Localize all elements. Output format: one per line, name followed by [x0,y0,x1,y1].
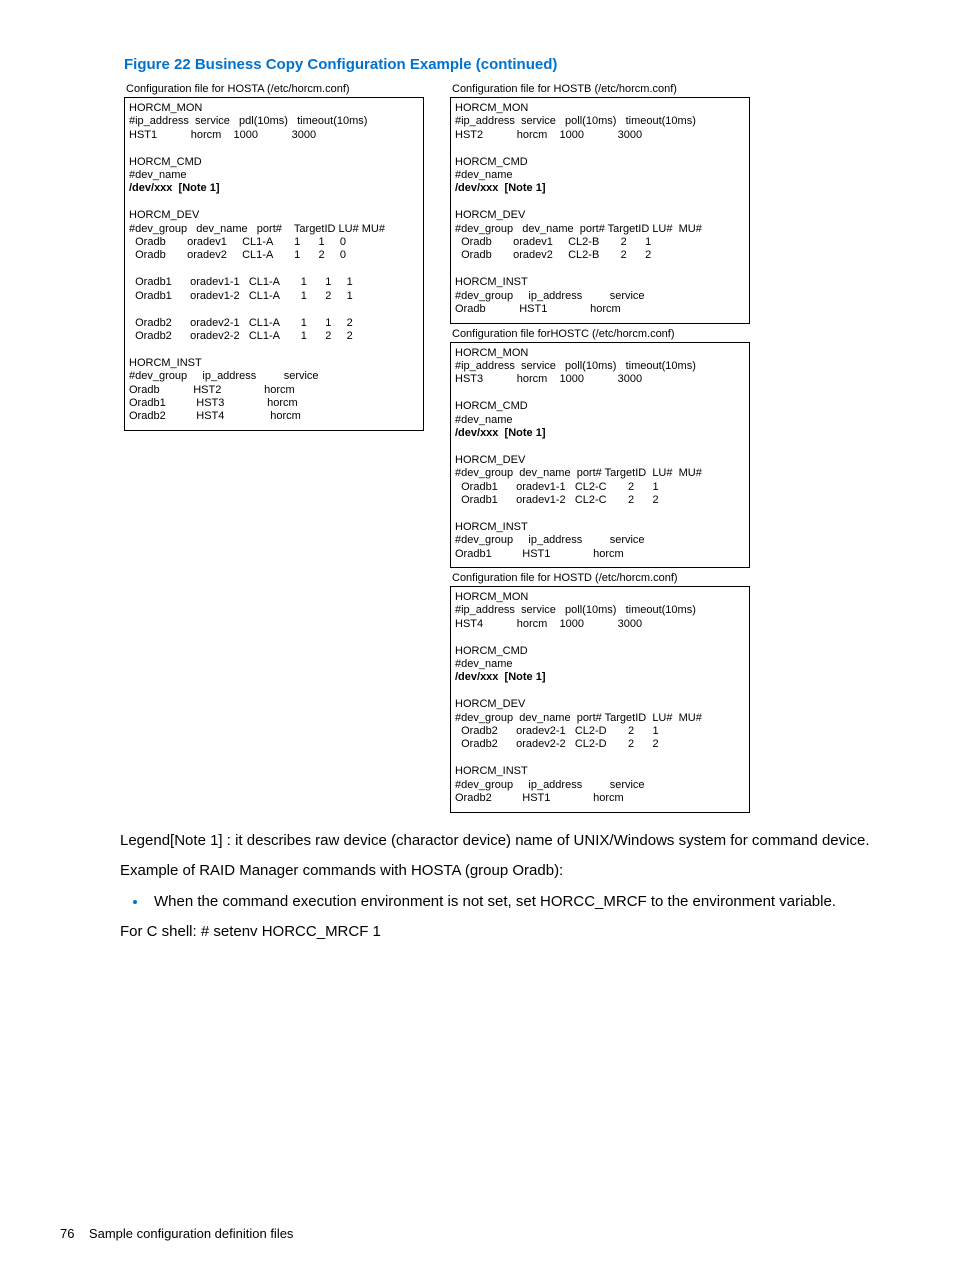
hostb-label: Configuration file for HOSTB (/etc/horcm… [452,83,750,95]
hostd-config-box: HORCM_MON #ip_address service poll(10ms)… [450,586,750,813]
bullet-list: When the command execution environment i… [120,891,894,912]
right-column: Configuration file for HOSTB (/etc/horcm… [450,83,750,813]
body-text: Legend[Note 1] : it describes raw device… [100,831,894,943]
cshell-line: For C shell: # setenv HORCC_MRCF 1 [120,922,894,942]
hosta-column: Configuration file for HOSTA (/etc/horcm… [124,83,424,431]
config-diagram: Configuration file for HOSTA (/etc/horcm… [124,83,894,813]
hostb-block: Configuration file for HOSTB (/etc/horcm… [450,83,750,324]
hostc-block: Configuration file forHOSTC (/etc/horcm.… [450,328,750,569]
hostd-label: Configuration file for HOSTD (/etc/horcm… [452,572,750,584]
example-intro: Example of RAID Manager commands with HO… [120,861,894,881]
hostc-config-box: HORCM_MON #ip_address service poll(10ms)… [450,342,750,569]
hostb-config-box: HORCM_MON #ip_address service poll(10ms)… [450,97,750,324]
hostc-label: Configuration file forHOSTC (/etc/horcm.… [452,328,750,340]
legend-note: Legend[Note 1] : it describes raw device… [120,831,894,851]
bullet-item: When the command execution environment i… [148,891,894,912]
page-number: 76 [60,1226,74,1241]
figure-title: Figure 22 Business Copy Configuration Ex… [124,56,894,73]
page-footer: 76 Sample configuration definition files [60,1226,293,1241]
hostd-block: Configuration file for HOSTD (/etc/horcm… [450,572,750,813]
footer-section: Sample configuration definition files [89,1226,294,1241]
hosta-config-box: HORCM_MON #ip_address service pdl(10ms) … [124,97,424,431]
hosta-label: Configuration file for HOSTA (/etc/horcm… [126,83,424,95]
page: Figure 22 Business Copy Configuration Ex… [0,0,954,1271]
